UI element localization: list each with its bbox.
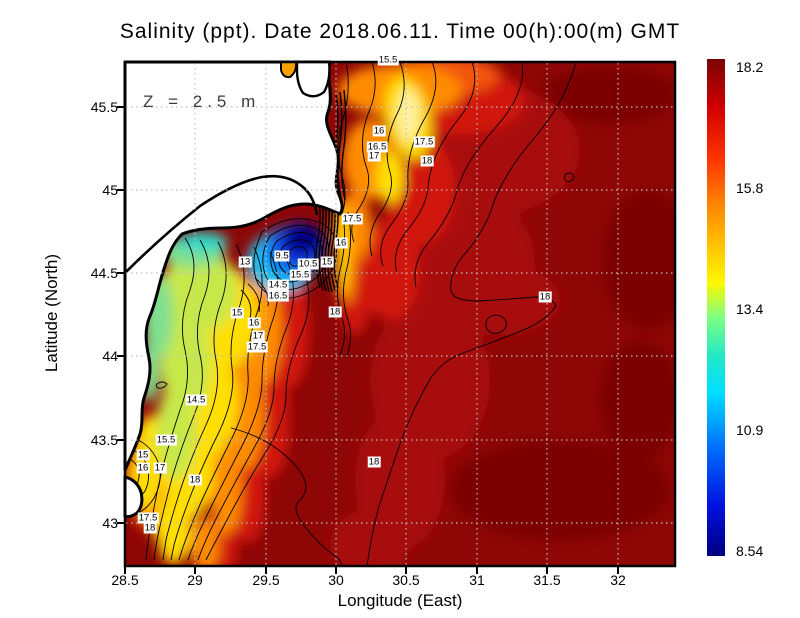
x-axis-label: Longitude (East): [337, 591, 463, 610]
contour-label: 16.5: [267, 290, 289, 302]
depth-annotation: Z = 2.5 m: [143, 92, 261, 111]
x-tick-label: 30.5: [392, 572, 420, 588]
plot-title: Salinity (ppt). Date 2018.06.11. Time 00…: [119, 20, 681, 43]
contour-label: 15.5: [155, 434, 177, 446]
contour-label: 15.5: [289, 269, 311, 281]
contour-label: 17.5: [413, 136, 435, 148]
contour-label: 18: [143, 522, 157, 534]
x-tick-label: 31.5: [533, 572, 561, 588]
y-tick-label: 43.5: [90, 432, 118, 448]
contour-label: 17: [251, 330, 265, 342]
contour-label: 15: [230, 307, 244, 319]
contour-label: 16: [334, 237, 348, 249]
x-tick-label: 29: [187, 572, 203, 588]
plot-border: [123, 60, 677, 568]
coastline: [123, 60, 344, 472]
contour-label: 18: [328, 306, 342, 318]
x-tick-label: 31: [469, 572, 485, 588]
south-cape: [123, 475, 144, 519]
contour-label: 14.5: [185, 394, 207, 406]
axis-ticks: [117, 106, 619, 574]
y-tick-label: 44.5: [90, 265, 118, 281]
contour-label: 15: [136, 449, 150, 461]
contour-label: 16: [136, 462, 150, 474]
salinity-color-field: [125, 62, 675, 566]
contour-label: 15.5: [377, 54, 399, 66]
y-tick-label: 45: [102, 182, 118, 198]
contour-label: 17: [153, 462, 167, 474]
colorbar: [707, 59, 725, 556]
contour-label: 9.5: [274, 250, 290, 262]
sea-field: [125, 62, 675, 566]
contour-label: 16.5: [366, 141, 388, 153]
contour-label: 18: [420, 155, 434, 167]
contour-label: 16: [247, 317, 261, 329]
colorbar-tick-label: 15.8: [736, 180, 764, 196]
x-tick-label: 28.5: [111, 572, 139, 588]
contour-label: 18: [188, 474, 202, 486]
contour-label: 18: [538, 291, 552, 303]
colorbar-tick-label: 18.2: [736, 59, 764, 75]
y-tick-label: 43: [102, 515, 118, 531]
contour-label: 10.5: [297, 258, 319, 270]
contour-label: 18: [367, 456, 381, 468]
contour-label: 17.5: [341, 213, 363, 225]
contour-label: 16: [372, 125, 386, 137]
x-tick-label: 32: [610, 572, 626, 588]
colorbar-tick-label: 10.9: [736, 422, 764, 438]
contour-label: 17.5: [137, 512, 159, 524]
y-tick-label: 45.5: [90, 99, 118, 115]
y-axis-label: Latitude (North): [42, 253, 61, 373]
colorbar-tick-label: 8.54: [736, 543, 764, 559]
spit: [295, 60, 331, 98]
contour-label: 14.5: [267, 279, 289, 291]
land-mass: [123, 60, 344, 519]
lagoon-shoreline: [125, 174, 319, 273]
x-tick-label: 29.5: [252, 572, 280, 588]
contour-label: 17: [367, 150, 381, 162]
colorbar-tick-label: 13.4: [736, 301, 764, 317]
x-tick-label: 30: [328, 572, 344, 588]
y-tick-label: 44: [102, 348, 118, 364]
contour-label: 15: [320, 256, 334, 268]
contour-label: 13: [238, 256, 252, 268]
contour-label: 17.5: [246, 341, 268, 353]
